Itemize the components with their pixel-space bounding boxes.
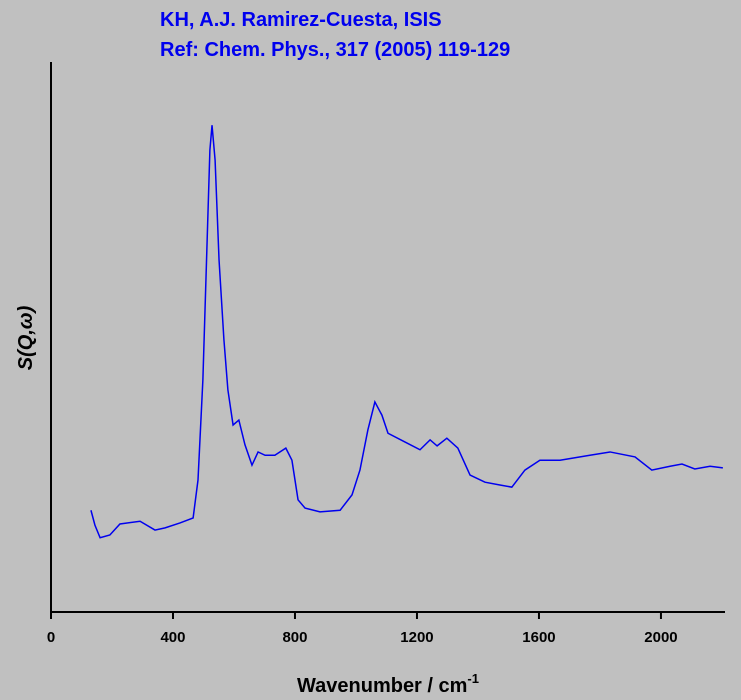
chart-subtitle: Ref: Chem. Phys., 317 (2005) 119-129 <box>160 39 510 61</box>
x-tick-label: 1200 <box>400 629 433 646</box>
x-axis-label: Wavenumber / cm-1 <box>297 671 479 697</box>
x-label-text: Wavenumber / cm <box>297 675 467 697</box>
data-line <box>90 125 723 539</box>
x-tick-label: 400 <box>160 629 185 646</box>
x-tick-label: 2000 <box>644 629 677 646</box>
x-tick-label: 0 <box>47 629 55 646</box>
chart-title: KH, A.J. Ramirez-Cuesta, ISIS <box>160 9 442 31</box>
x-tick-label: 800 <box>282 629 307 646</box>
x-label-sup: -1 <box>467 671 479 686</box>
y-axis-label: S(Q,ω) <box>15 305 37 370</box>
x-tick-label: 1600 <box>522 629 555 646</box>
